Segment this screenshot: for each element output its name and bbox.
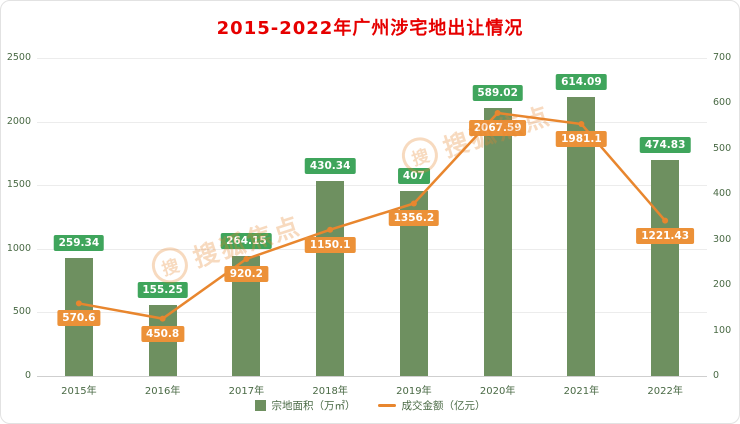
line-value-label: 920.2 — [224, 265, 268, 282]
grid-line — [37, 248, 707, 250]
y-axis-right-tick-label: 0 — [713, 370, 720, 381]
bar-value-label: 614.09 — [556, 74, 607, 91]
y-axis-right-tick-label: 300 — [713, 233, 732, 245]
bar — [483, 108, 512, 376]
y-axis-right-tick-label: 200 — [713, 279, 732, 291]
y-axis-left-tick-label: 2000 — [6, 115, 31, 127]
bar-value-label: 155.25 — [137, 282, 188, 299]
bar-value-label: 407 — [397, 168, 430, 185]
line-value-label: 1356.2 — [388, 210, 440, 227]
y-axis-right-tick-label: 700 — [713, 52, 732, 63]
line-value-label: 1221.43 — [636, 227, 695, 244]
bar-value-label: 259.34 — [53, 235, 105, 252]
line-value-label: 450.8 — [141, 325, 185, 342]
legend-item-amount: 成交金额（亿元） — [377, 398, 486, 413]
x-axis-label: 2018年 — [312, 386, 348, 397]
line-series-swatch-icon — [377, 404, 396, 407]
x-axis-label: 2021年 — [563, 386, 600, 397]
x-axis-label: 2022年 — [647, 386, 683, 397]
x-axis-label: 2019年 — [396, 386, 432, 397]
legend-item-area: 宗地面积（万㎡） — [254, 398, 356, 413]
chart-legend: 宗地面积（万㎡） 成交金额（亿元） — [1, 398, 739, 413]
y-axis-left-tick-label: 2500 — [6, 52, 31, 63]
line-value-label: 1150.1 — [304, 236, 356, 253]
bar — [651, 160, 680, 376]
legend-label-amount: 成交金额（亿元） — [401, 400, 486, 412]
bar-series-swatch-icon — [254, 400, 266, 411]
x-axis-label: 2016年 — [144, 386, 181, 397]
x-axis-label: 2020年 — [479, 386, 516, 397]
x-axis-label: 2015年 — [61, 386, 97, 397]
chart-title: 2015-2022年广州涉宅地出让情况 — [216, 18, 524, 39]
line-value-label: 2067.59 — [468, 120, 527, 136]
grid-line — [37, 58, 707, 59]
bar — [316, 180, 345, 376]
bar-value-label: 474.83 — [639, 137, 691, 154]
bar-value-label: 430.34 — [304, 157, 356, 174]
legend-label-area: 宗地面积（万㎡） — [271, 400, 356, 412]
grid-line — [37, 312, 707, 314]
bar-value-label: 264.15 — [221, 233, 272, 249]
y-axis-right-tick-label: 400 — [713, 188, 732, 200]
grid-line — [37, 376, 707, 377]
y-axis-right-tick-label: 600 — [713, 97, 732, 109]
y-axis-left-tick-label: 0 — [24, 370, 31, 381]
y-axis-left-tick-label: 1500 — [6, 179, 31, 191]
bar-value-label: 589.02 — [472, 85, 523, 102]
line-value-label: 570.6 — [57, 310, 101, 327]
y-axis-right-tick-label: 500 — [713, 142, 732, 154]
y-axis-left-tick-label: 500 — [12, 306, 31, 318]
y-axis-right-tick-label: 100 — [713, 324, 732, 336]
grid-line — [37, 121, 707, 123]
x-axis-label: 2017年 — [228, 386, 265, 397]
y-axis-left-tick-label: 1000 — [6, 242, 31, 254]
grid-line — [37, 185, 707, 187]
line-value-label: 1981.1 — [556, 131, 607, 147]
